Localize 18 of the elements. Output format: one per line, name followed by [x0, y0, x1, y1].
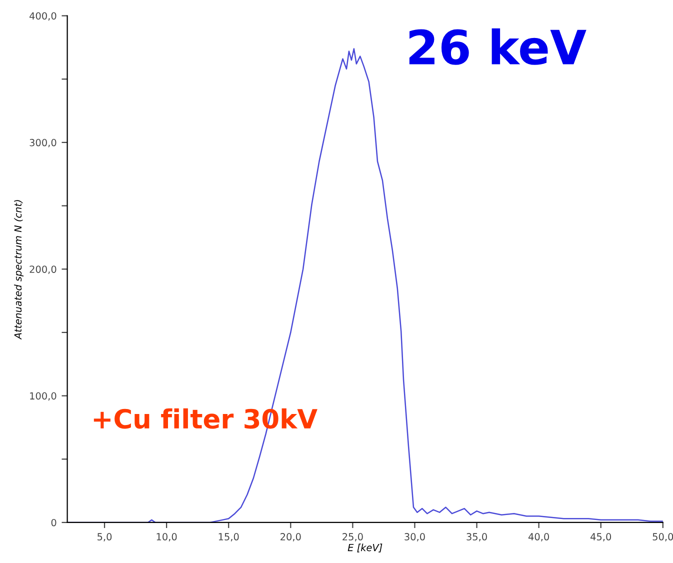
y-tick-label: 200,0 [30, 266, 56, 274]
x-tick-label: 20,0 [280, 533, 301, 542]
y-tick-label: 100,0 [30, 392, 56, 401]
y-tick-label: 400,0 [30, 12, 56, 21]
x-tick-label: 15,0 [218, 533, 239, 542]
annotation: 26 keV [409, 28, 586, 65]
x-tick-label: 40,0 [528, 533, 549, 542]
y-tick-label: 0 [51, 518, 56, 526]
x-tick-label: 25,0 [342, 533, 363, 542]
y-axis-title: Attenuated spectrum N (cnt) [14, 200, 24, 340]
x-tick-label: 45,0 [590, 533, 612, 542]
x-tick-label: 30,0 [404, 533, 425, 542]
x-tick-label: 10,0 [156, 533, 177, 542]
x-tick-label: 50,0 [652, 533, 673, 542]
x-tick-label: 35,0 [466, 533, 487, 542]
y-tick-label: 300,0 [30, 138, 56, 148]
x-tick-label: 5,0 [98, 533, 112, 542]
x-axis-title: E [keV] [348, 544, 382, 552]
